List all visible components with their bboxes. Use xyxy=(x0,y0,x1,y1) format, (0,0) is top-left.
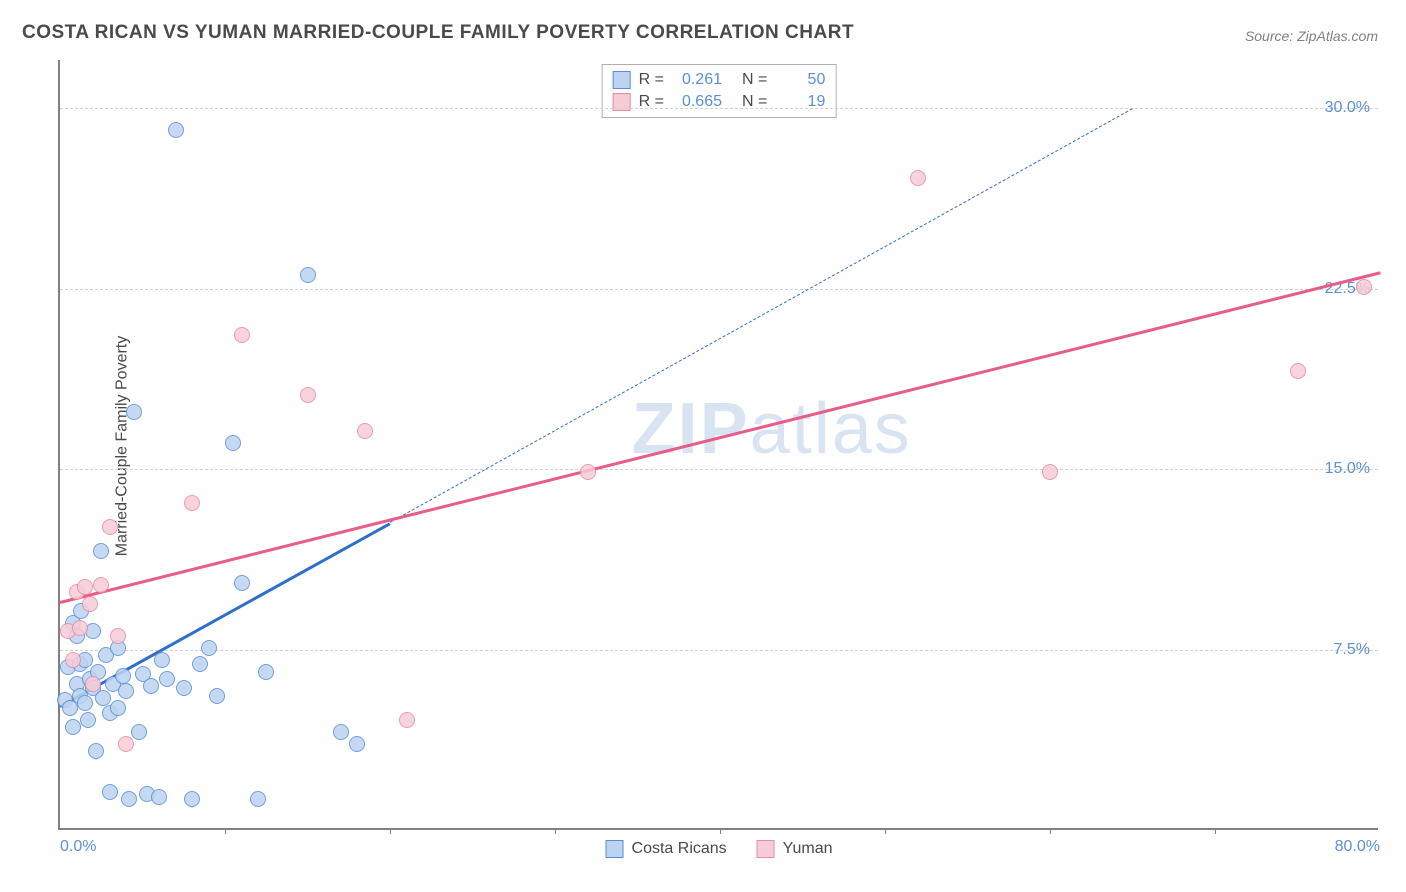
chart-container: COSTA RICAN VS YUMAN MARRIED-COUPLE FAMI… xyxy=(0,0,1406,892)
x-tick-label-max: 80.0% xyxy=(1335,838,1380,856)
data-point xyxy=(168,122,184,138)
x-tick xyxy=(720,828,721,834)
data-point xyxy=(65,719,81,735)
legend-swatch xyxy=(757,840,775,858)
data-point xyxy=(151,789,167,805)
data-point xyxy=(65,652,81,668)
data-point xyxy=(333,724,349,740)
data-point xyxy=(126,404,142,420)
data-point xyxy=(258,664,274,680)
data-point xyxy=(300,387,316,403)
legend-swatch xyxy=(606,840,624,858)
gridline xyxy=(60,469,1378,470)
legend-n-label: N = xyxy=(742,71,767,89)
gridline xyxy=(60,650,1378,651)
data-point xyxy=(110,628,126,644)
x-tick xyxy=(225,828,226,834)
data-point xyxy=(1042,464,1058,480)
legend-r-label: R = xyxy=(639,71,664,89)
data-point xyxy=(357,423,373,439)
data-point xyxy=(88,743,104,759)
data-point xyxy=(154,652,170,668)
legend-series: Costa Ricans Yuman xyxy=(606,840,833,858)
source-attribution: Source: ZipAtlas.com xyxy=(1245,28,1378,44)
data-point xyxy=(192,656,208,672)
data-point xyxy=(209,688,225,704)
data-point xyxy=(250,791,266,807)
data-point xyxy=(159,671,175,687)
data-point xyxy=(115,668,131,684)
plot-area: ZIPatlas R =0.261N =50R =0.665N =19 Cost… xyxy=(58,60,1378,830)
data-point xyxy=(102,519,118,535)
y-tick-label: 7.5% xyxy=(1334,641,1370,659)
x-tick xyxy=(1215,828,1216,834)
gridline xyxy=(60,108,1378,109)
x-tick-label-min: 0.0% xyxy=(60,838,96,856)
data-point xyxy=(176,680,192,696)
y-tick-label: 15.0% xyxy=(1325,460,1370,478)
x-tick xyxy=(885,828,886,834)
data-point xyxy=(131,724,147,740)
chart-title: COSTA RICAN VS YUMAN MARRIED-COUPLE FAMI… xyxy=(22,22,854,44)
data-point xyxy=(234,327,250,343)
x-tick xyxy=(555,828,556,834)
data-point xyxy=(102,784,118,800)
data-point xyxy=(910,170,926,186)
legend-swatch xyxy=(613,71,631,89)
data-point xyxy=(85,676,101,692)
data-point xyxy=(225,435,241,451)
x-tick xyxy=(1050,828,1051,834)
legend-series-item: Yuman xyxy=(757,840,833,858)
data-point xyxy=(93,577,109,593)
data-point xyxy=(121,791,137,807)
data-point xyxy=(1290,363,1306,379)
y-tick-label: 30.0% xyxy=(1325,99,1370,117)
data-point xyxy=(72,620,88,636)
legend-stats: R = 0.261 N = 50 R =0.665N =19 xyxy=(602,64,837,118)
data-point xyxy=(349,736,365,752)
data-point xyxy=(110,700,126,716)
legend-series-label: Costa Ricans xyxy=(632,840,727,858)
legend-n-value: 50 xyxy=(775,71,825,89)
data-point xyxy=(399,712,415,728)
legend-series-label: Yuman xyxy=(783,840,833,858)
x-tick xyxy=(390,828,391,834)
data-point xyxy=(93,543,109,559)
data-point xyxy=(580,464,596,480)
regression-line xyxy=(390,108,1133,523)
legend-series-item: Costa Ricans xyxy=(606,840,727,858)
data-point xyxy=(234,575,250,591)
data-point xyxy=(118,736,134,752)
legend-r-value: 0.261 xyxy=(672,71,722,89)
data-point xyxy=(201,640,217,656)
legend-stats-row: R =0.665N =19 xyxy=(613,91,826,113)
data-point xyxy=(77,695,93,711)
data-point xyxy=(184,791,200,807)
data-point xyxy=(82,596,98,612)
data-point xyxy=(184,495,200,511)
legend-stats-row: R = 0.261 N = 50 xyxy=(613,69,826,91)
data-point xyxy=(80,712,96,728)
gridline xyxy=(60,289,1378,290)
data-point xyxy=(1356,279,1372,295)
data-point xyxy=(118,683,134,699)
data-point xyxy=(77,579,93,595)
regression-line xyxy=(60,272,1381,605)
data-point xyxy=(300,267,316,283)
data-point xyxy=(143,678,159,694)
